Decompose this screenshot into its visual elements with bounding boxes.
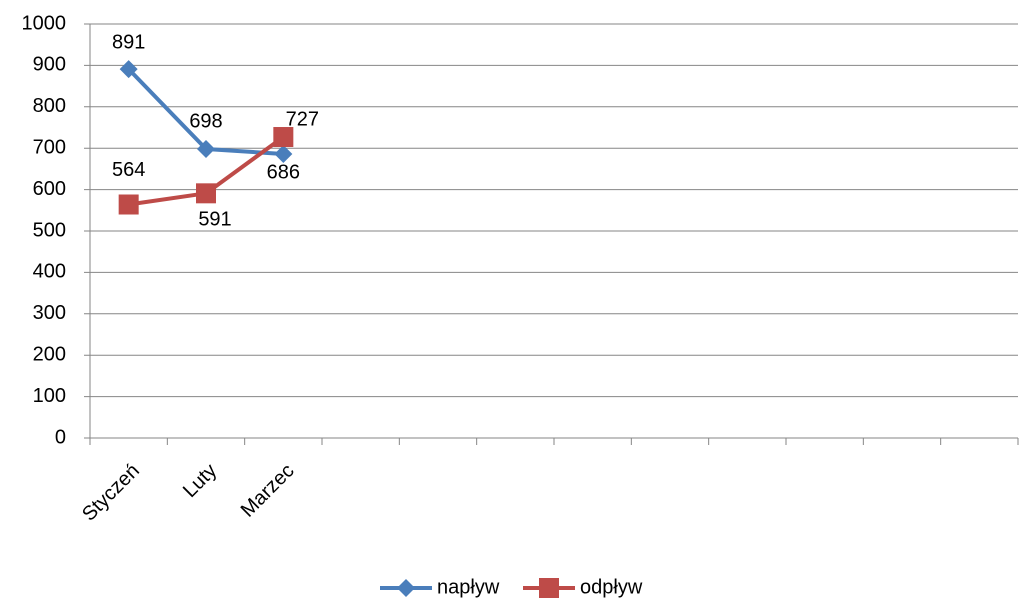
marker <box>197 140 215 159</box>
y-tick-label: 800 <box>33 95 66 117</box>
y-tick-label: 100 <box>33 385 66 407</box>
marker <box>118 194 139 215</box>
y-tick-label: 300 <box>33 302 66 324</box>
data-label: 686 <box>267 161 300 183</box>
data-label: 591 <box>198 209 231 231</box>
marker <box>273 127 294 148</box>
marker <box>196 183 216 204</box>
data-label: 891 <box>112 31 145 53</box>
legend-label: napływ <box>437 576 500 598</box>
x-tick-label: Styczeń <box>78 460 144 526</box>
marker <box>274 144 293 163</box>
marker <box>539 578 559 598</box>
y-tick-label: 500 <box>33 219 66 241</box>
y-tick-label: 900 <box>33 54 66 76</box>
x-tick-label: Marzec <box>237 460 299 522</box>
y-tick-label: 200 <box>33 343 66 365</box>
data-label: 564 <box>112 159 145 181</box>
y-tick-label: 400 <box>33 261 66 283</box>
y-tick-label: 600 <box>33 178 66 200</box>
marker <box>397 579 415 597</box>
legend-item: napływ <box>380 576 500 598</box>
marker <box>119 60 138 79</box>
y-tick-label: 700 <box>33 136 66 158</box>
y-tick-label: 1000 <box>22 12 67 34</box>
legend-item: odpływ <box>523 576 643 598</box>
y-tick-label: 0 <box>55 426 66 448</box>
legend-label: odpływ <box>580 576 643 598</box>
data-label: 698 <box>189 110 222 132</box>
data-label: 727 <box>286 108 319 130</box>
x-tick-label: Luty <box>179 460 221 502</box>
